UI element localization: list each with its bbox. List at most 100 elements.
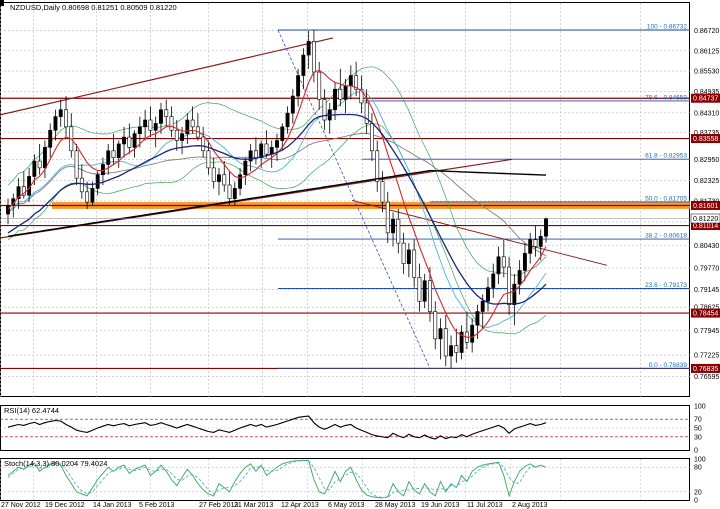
date-tick-label: 5 Feb 2013 [139, 502, 175, 509]
candle [296, 68, 301, 107]
candle-body [343, 85, 348, 100]
candle-body [301, 54, 306, 76]
candle [285, 106, 290, 134]
candle [90, 181, 95, 206]
price-tick-label: 0.86125 [694, 48, 719, 55]
price-level-tag-label: 0.84737 [693, 96, 718, 103]
candle [53, 109, 58, 141]
stoch-tick-label: 20 [694, 489, 702, 496]
candle-body [417, 277, 422, 302]
candle [470, 318, 475, 353]
candle [422, 273, 427, 309]
price-axis: 0.86720 0.86125 0.85530 0.84935 0.84310 0.837… [690, 28, 720, 381]
candle-body [148, 119, 153, 131]
candle [412, 239, 417, 288]
candle-body [201, 136, 206, 152]
price-tick-label: 0.76595 [694, 374, 719, 381]
candle-body [127, 136, 132, 148]
candle [512, 273, 517, 326]
date-tick-label: 28 May 2013 [375, 502, 416, 509]
candle-body [264, 143, 269, 155]
rsi-tick-label: 50 [694, 426, 702, 433]
candle [248, 143, 253, 172]
candle-body [354, 75, 359, 90]
date-tick-label: 11 Jul 2013 [467, 502, 503, 509]
candle [243, 157, 248, 185]
candle-body [501, 256, 506, 268]
price-tick-label: 0.77225 [694, 353, 719, 360]
current-price-tag-label: 0.81220 [693, 216, 718, 223]
candle-body [21, 186, 26, 196]
candle [201, 126, 206, 158]
candle [491, 263, 496, 298]
candle [417, 263, 422, 312]
candle [443, 314, 448, 367]
symbol-label: NZDUSD,Daily [10, 3, 60, 12]
candle-body [275, 140, 279, 148]
candle-body [16, 186, 21, 199]
candle [459, 325, 464, 360]
candle-body [6, 205, 10, 215]
price-tick-label: 0.79145 [694, 287, 719, 294]
candle-body [496, 256, 501, 275]
candle [301, 48, 306, 90]
candle [333, 82, 337, 121]
price-level-tag [691, 221, 720, 231]
candle-body [74, 150, 79, 179]
candle-body [391, 218, 395, 234]
header-handle[interactable] [0, 0, 4, 6]
fib-label: 23.6 - 0.79173 [645, 282, 687, 289]
candle-body [533, 239, 538, 247]
candle [401, 232, 406, 274]
candle-body [322, 99, 327, 121]
candle [37, 143, 42, 175]
candle-body [248, 150, 253, 162]
candle [306, 31, 311, 69]
candle [253, 137, 258, 165]
rsi-tick-label: 30 [694, 434, 702, 441]
candle-body [544, 218, 548, 237]
date-tick-label: 21 Mar 2013 [234, 502, 273, 509]
ma-fast [7, 69, 547, 338]
rsi-line [7, 415, 547, 440]
candle [185, 113, 190, 144]
price-level-tag-label: 0.81014 [693, 223, 718, 230]
date-tick-label: 2 Aug 2013 [512, 502, 548, 509]
price-level-tag-label: 0.81601 [693, 203, 718, 210]
candle-body [512, 283, 517, 305]
date-tick-label: 27 Feb 2013 [199, 502, 238, 509]
candle-body [217, 174, 221, 182]
ohlc-label: 0.80698 0.81251 0.80509 0.81220 [62, 3, 177, 12]
candle [85, 181, 90, 209]
date-tick-label: 6 May 2013 [328, 502, 365, 509]
candle-body [137, 126, 142, 134]
candle-body [79, 177, 84, 193]
price-tick-label: 0.82325 [694, 178, 719, 185]
candle [433, 301, 438, 350]
candle [16, 178, 21, 209]
candle [428, 267, 432, 322]
candle [449, 335, 453, 369]
rsi-label: RSI(14) 62.4744 [4, 406, 59, 415]
candle-body [90, 188, 95, 203]
fib-label: 78.6 - 0.84659 [645, 94, 687, 101]
candle-body [159, 109, 163, 124]
candle-body [438, 328, 443, 340]
stoch-tick-label: 100 [694, 457, 706, 464]
candle [385, 191, 390, 244]
candle-body [338, 88, 343, 100]
fib-label: 38.2 - 0.80618 [645, 233, 687, 240]
rsi-tick-label: 100 [694, 404, 706, 411]
rsi-tick-label: 70 [694, 417, 702, 424]
candle [501, 239, 506, 278]
bollinger-upper [7, 66, 547, 276]
candle-body [153, 123, 158, 131]
candle-body [412, 249, 417, 278]
candle-body [185, 119, 190, 134]
candle-body [449, 345, 453, 357]
candle-body [396, 218, 401, 244]
candle-body [32, 160, 37, 177]
candle-body [95, 174, 100, 189]
